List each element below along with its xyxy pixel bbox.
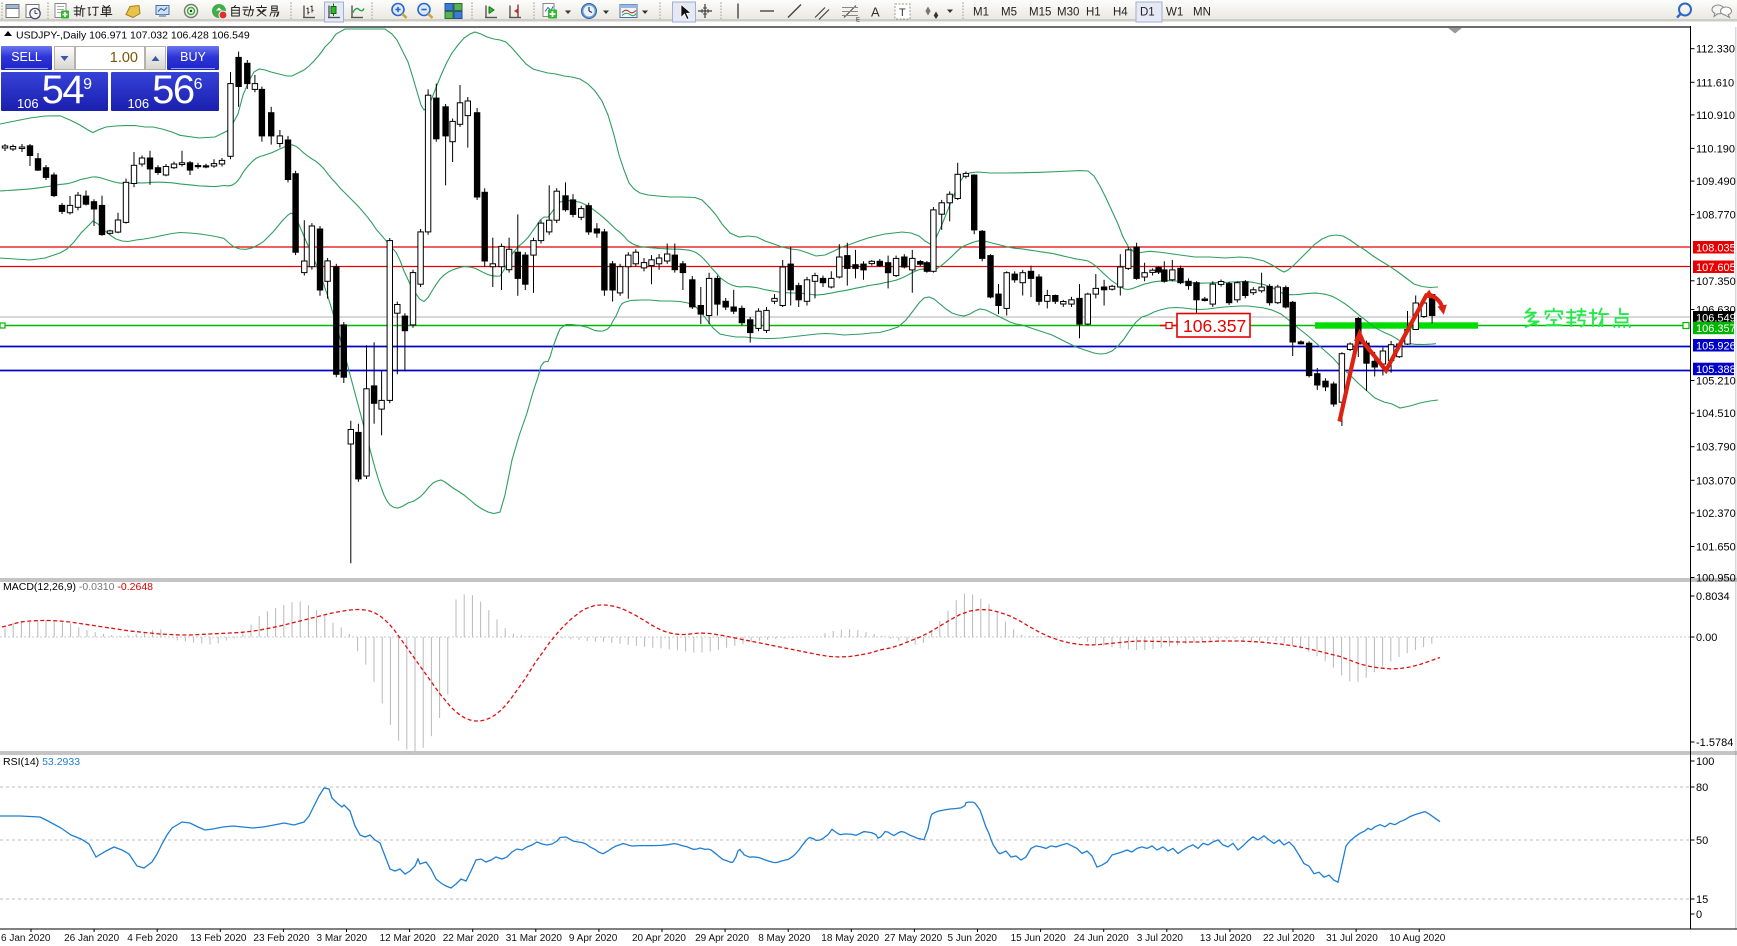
svg-text:22 Jul 2020: 22 Jul 2020 (1263, 933, 1315, 944)
svg-text:105.926: 105.926 (1696, 341, 1736, 353)
svg-text:24 Jun 2020: 24 Jun 2020 (1074, 933, 1129, 944)
svg-text:27 May 2020: 27 May 2020 (884, 933, 942, 944)
svg-text:-1.5784: -1.5784 (1696, 737, 1733, 749)
svg-text:A: A (871, 5, 880, 20)
svg-text:102.370: 102.370 (1696, 508, 1736, 520)
svg-text:E: E (856, 18, 860, 24)
svg-text:M15: M15 (1029, 7, 1051, 19)
svg-text:T: T (899, 7, 906, 19)
svg-text:15 Jun 2020: 15 Jun 2020 (1011, 933, 1066, 944)
svg-text:0.00: 0.00 (1696, 632, 1717, 644)
svg-text:110.190: 110.190 (1696, 143, 1735, 155)
svg-text:12 Mar 2020: 12 Mar 2020 (380, 933, 437, 944)
svg-text:8 May 2020: 8 May 2020 (758, 933, 811, 944)
svg-text:100: 100 (1696, 756, 1714, 768)
svg-text:M1: M1 (973, 7, 989, 19)
svg-text:15: 15 (1696, 894, 1708, 906)
svg-text:110.910: 110.910 (1696, 110, 1735, 122)
svg-text:10 Aug 2020: 10 Aug 2020 (1389, 933, 1446, 944)
svg-text:MACD(12,26,9) -0.0310 -0.2648: MACD(12,26,9) -0.0310 -0.2648 (3, 581, 153, 593)
svg-text:108.035: 108.035 (1696, 243, 1736, 255)
svg-text:0.8034: 0.8034 (1696, 591, 1730, 603)
svg-text:MN: MN (1193, 7, 1211, 19)
svg-text:9 Apr 2020: 9 Apr 2020 (569, 933, 618, 944)
svg-text:106.549: 106.549 (1696, 313, 1736, 325)
svg-text:3 Mar 2020: 3 Mar 2020 (317, 933, 368, 944)
svg-text:26 Jan 2020: 26 Jan 2020 (64, 933, 119, 944)
svg-text:RSI(14) 53.2933: RSI(14) 53.2933 (3, 756, 80, 768)
svg-text:20 Apr 2020: 20 Apr 2020 (632, 933, 686, 944)
svg-text:M5: M5 (1001, 7, 1017, 19)
svg-text:105.210: 105.210 (1696, 376, 1736, 388)
svg-text:31 Mar 2020: 31 Mar 2020 (506, 933, 563, 944)
svg-text:100.950: 100.950 (1696, 573, 1736, 585)
svg-text:105.388: 105.388 (1696, 364, 1736, 376)
svg-text:103.070: 103.070 (1696, 475, 1736, 487)
svg-text:5 Jun 2020: 5 Jun 2020 (948, 933, 998, 944)
svg-text:W1: W1 (1166, 7, 1183, 19)
svg-text:108.770: 108.770 (1696, 210, 1736, 222)
svg-text:6 Jan 2020: 6 Jan 2020 (1, 933, 51, 944)
svg-text:31 Jul 2020: 31 Jul 2020 (1326, 933, 1378, 944)
svg-text:80: 80 (1696, 782, 1708, 794)
svg-text:USDJPY-,Daily 106.971 107.032: USDJPY-,Daily 106.971 107.032 106.428 10… (16, 30, 250, 42)
svg-text:23 Feb 2020: 23 Feb 2020 (253, 933, 310, 944)
svg-text:D1: D1 (1140, 7, 1155, 19)
svg-text:22 Mar 2020: 22 Mar 2020 (443, 933, 500, 944)
svg-text:18 May 2020: 18 May 2020 (821, 933, 879, 944)
svg-text:50: 50 (1696, 835, 1708, 847)
svg-text:29 Apr 2020: 29 Apr 2020 (695, 933, 749, 944)
svg-text:106.357: 106.357 (1696, 323, 1736, 335)
svg-text:111.610: 111.610 (1696, 77, 1734, 89)
svg-text:3 Jul 2020: 3 Jul 2020 (1137, 933, 1184, 944)
svg-text:104.510: 104.510 (1696, 408, 1736, 420)
svg-text:H4: H4 (1113, 7, 1128, 19)
svg-text:109.490: 109.490 (1696, 176, 1736, 188)
svg-text:101.650: 101.650 (1696, 542, 1736, 554)
svg-text:112.330: 112.330 (1696, 44, 1735, 56)
svg-text:107.350: 107.350 (1696, 276, 1736, 288)
svg-text:106.357: 106.357 (1183, 316, 1246, 336)
svg-text:107.605: 107.605 (1696, 262, 1736, 274)
svg-text:H1: H1 (1086, 7, 1101, 19)
svg-text:103.790: 103.790 (1696, 442, 1736, 454)
svg-text:M30: M30 (1057, 7, 1079, 19)
svg-text:4 Feb 2020: 4 Feb 2020 (127, 933, 178, 944)
svg-text:0: 0 (1696, 909, 1702, 921)
svg-text:13 Feb 2020: 13 Feb 2020 (190, 933, 247, 944)
svg-text:13 Jul 2020: 13 Jul 2020 (1200, 933, 1252, 944)
